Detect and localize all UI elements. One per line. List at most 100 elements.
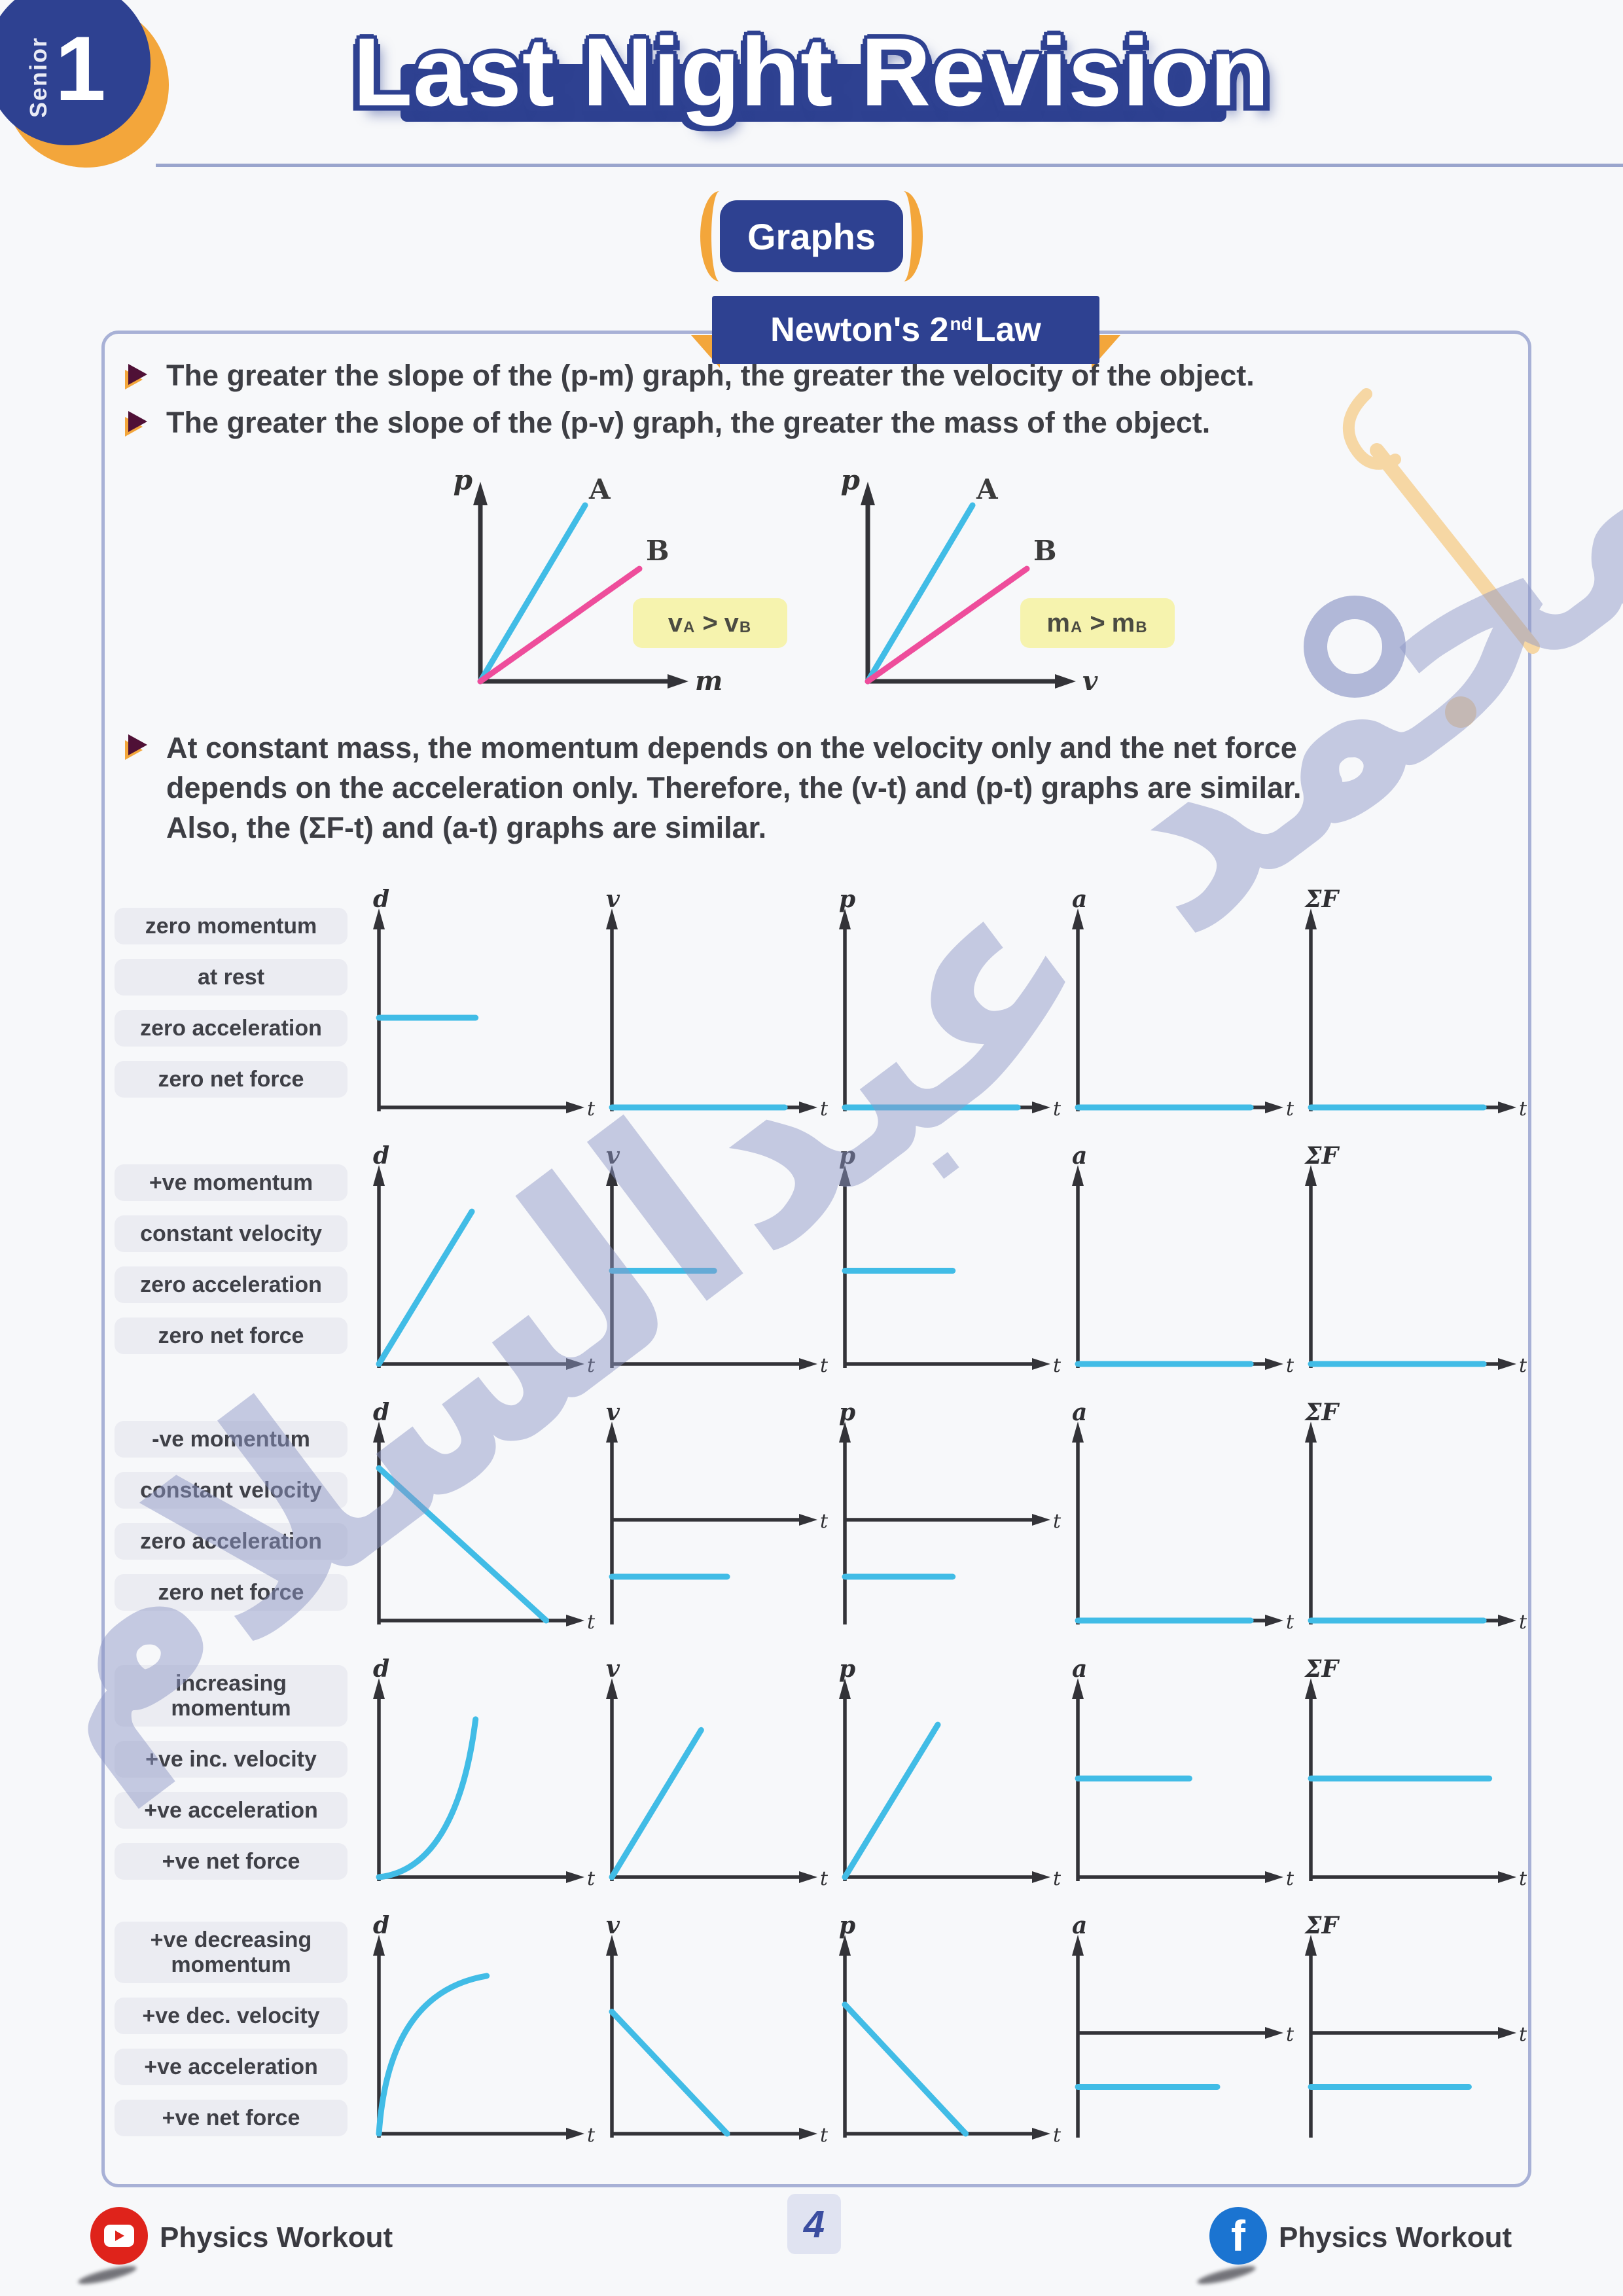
svg-text:p: p <box>454 464 473 496</box>
bullet-icon <box>125 364 157 390</box>
paragraph-line: Also, the (ΣF-t) and (a-t) graphs are si… <box>166 811 767 844</box>
graph-row: zero momentum at rest zero acceleration zer… <box>107 886 1527 1121</box>
svg-text:t: t <box>1286 1867 1294 1888</box>
svg-text:a: a <box>1072 1914 1087 1939</box>
graph-cell-svg: at <box>1072 1399 1294 1634</box>
graph-cell-svg: vt <box>606 1655 829 1890</box>
title-underband <box>401 64 1226 122</box>
svg-text:t: t <box>1053 1867 1061 1888</box>
svg-text:t: t <box>587 2124 596 2144</box>
graph-cell-svg: at <box>1072 1912 1294 2138</box>
svg-text:t: t <box>1519 1867 1527 1888</box>
svg-text:a: a <box>1072 1144 1087 1170</box>
row-labels: increasing momentum +ve inc. velocity +ve … <box>115 1657 348 1888</box>
svg-text:t: t <box>1286 1354 1294 1374</box>
graph-cell-svg: pt <box>839 1912 1061 2147</box>
svg-text:p: p <box>839 1144 855 1170</box>
svg-text:t: t <box>1286 1098 1294 1118</box>
graph-cell-svg: dt <box>373 1142 596 1377</box>
comparison-note: m A > m B <box>1020 598 1175 648</box>
senior-badge-number: 1 <box>55 17 106 120</box>
graph-cell-svg: at <box>1072 1142 1294 1377</box>
row-label: constant velocity <box>115 1471 348 1509</box>
svg-text:v: v <box>606 1914 620 1939</box>
graph-cell-svg: pt <box>839 1142 1061 1377</box>
row-labels: -ve momentum constant velocity zero accele… <box>115 1401 348 1631</box>
svg-text:a: a <box>1072 1657 1087 1683</box>
graph-cell: ΣF t <box>1302 1655 1531 1890</box>
svg-text:ΣF: ΣF <box>1304 1914 1340 1939</box>
page-title: Last Night Revision <box>353 18 1270 126</box>
svg-text:B: B <box>646 535 669 567</box>
svg-text:t: t <box>587 1354 596 1374</box>
paragraph-line: depends on the acceleration only. Theref… <box>166 771 1302 804</box>
graph-cell-svg: dt <box>373 886 596 1121</box>
svg-text:d: d <box>373 1401 389 1426</box>
svg-text:t: t <box>1053 1098 1061 1118</box>
svg-text:t: t <box>1053 1354 1061 1374</box>
svg-text:d: d <box>373 888 389 913</box>
svg-text:p: p <box>839 1657 855 1683</box>
svg-text:t: t <box>1286 2023 1294 2046</box>
svg-text:ΣF: ΣF <box>1304 888 1340 913</box>
row-label: zero acceleration <box>115 1266 348 1304</box>
row-label: zero acceleration <box>115 1523 348 1560</box>
row-label: increasing momentum <box>115 1664 348 1727</box>
paragraph-line: At constant mass, the momentum depends o… <box>166 731 1297 764</box>
svg-text:v: v <box>606 888 620 913</box>
svg-text:p: p <box>839 888 855 913</box>
bracket-left-icon <box>700 191 739 281</box>
row-label: -ve momentum <box>115 1420 348 1458</box>
svg-text:m: m <box>695 666 722 696</box>
svg-text:d: d <box>373 1144 389 1170</box>
row-label: zero net force <box>115 1574 348 1611</box>
graph-row: +ve decreasing momentum +ve dec. velocity… <box>107 1912 1527 2147</box>
row-label: zero net force <box>115 1061 348 1098</box>
svg-text:A: A <box>976 473 999 505</box>
senior-badge-circle <box>0 0 151 145</box>
graph-table: zero momentum at rest zero acceleration zer… <box>107 886 1527 2180</box>
senior-badge-series-label: Senior <box>25 36 52 118</box>
graph-cell: ΣF t <box>1302 1142 1531 1377</box>
graph-cell: ΣF t <box>1302 1912 1531 2144</box>
page-number: 4 <box>787 2194 841 2254</box>
graph-cell-svg: ΣF t <box>1304 1399 1527 1634</box>
svg-text:ΣF: ΣF <box>1304 1144 1340 1170</box>
svg-text:t: t <box>1519 1611 1527 1631</box>
graph-cell-svg: ΣF t <box>1304 1142 1527 1377</box>
svg-text:t: t <box>820 1354 829 1374</box>
svg-text:v: v <box>606 1401 620 1426</box>
row-label: +ve net force <box>115 1843 348 1880</box>
row-label: constant velocity <box>115 1215 348 1252</box>
svg-text:t: t <box>820 2124 829 2144</box>
bullet-icon <box>125 734 157 761</box>
svg-text:v: v <box>606 1657 620 1683</box>
row-labels: zero momentum at rest zero acceleration zer… <box>115 888 348 1118</box>
graphs-section-badge: Graphs <box>700 191 923 281</box>
icon-shadow <box>1196 2263 1257 2287</box>
banner-sup: nd <box>950 314 972 334</box>
svg-text:t: t <box>1053 1510 1061 1533</box>
svg-text:B: B <box>1033 535 1057 567</box>
graph-cell-svg: pt <box>839 1655 1061 1890</box>
svg-text:t: t <box>1519 1098 1527 1118</box>
row-labels: +ve decreasing momentum +ve dec. velocity… <box>115 1914 348 2144</box>
banner-suffix: Law <box>974 311 1041 349</box>
svg-text:t: t <box>1519 2023 1527 2046</box>
